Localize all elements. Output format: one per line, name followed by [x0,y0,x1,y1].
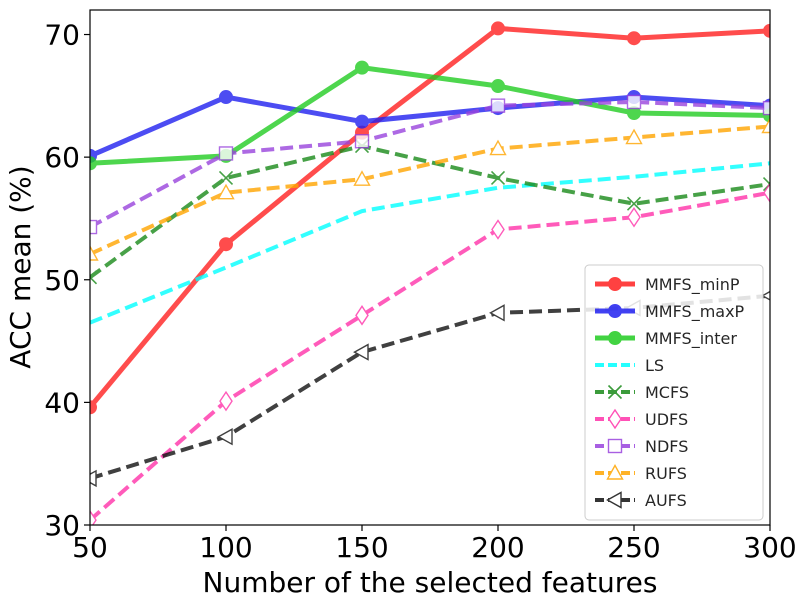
y-tick-label: 40 [44,386,80,419]
data-point-mcfs [90,270,98,285]
y-axis-label: ACC mean (%) [4,165,37,368]
series-line-mmfs-inter [90,65,770,166]
y-tick-label: 70 [44,19,80,52]
legend-item-mmfs-minp: MMFS_minP [595,275,740,295]
legend-marker [608,408,622,430]
data-point-rufs [90,245,99,261]
data-point-mcfs [626,196,642,211]
legend-item-mmfs-inter: MMFS_inter [595,329,737,349]
legend-marker [608,331,622,345]
legend-item-mcfs: MCFS [595,383,689,402]
legend-label: LS [645,356,664,375]
y-tick-label: 30 [44,509,80,542]
legend-item-ndfs: NDFS [595,437,688,456]
series-ls [90,161,770,325]
legend-item-ls: LS [595,356,664,375]
data-point-udfs [763,182,770,203]
legend-marker [607,438,623,454]
x-tick-label: 50 [72,531,108,564]
series-layer [90,21,770,525]
legend-label: MMFS_inter [645,329,737,349]
legend-item-mmfs-maxp: MMFS_maxP [595,302,745,322]
legend-label: AUFS [645,491,687,510]
data-point-ndfs [354,134,370,149]
data-point-mmfs-minp [763,23,770,38]
y-tick-label: 60 [44,141,80,174]
x-tick-label: 150 [335,531,388,564]
data-point-udfs [627,206,641,228]
series-rufs [90,117,770,261]
data-point-rufs [625,128,643,145]
legend-marker [608,277,622,291]
legend-marker [606,464,624,480]
data-point-aufs [761,290,770,301]
legend-item-rufs: RUFS [595,464,687,483]
legend-label: MCFS [645,383,689,402]
legend-label: RUFS [645,464,687,483]
series-ndfs [90,94,770,235]
data-point-udfs [219,390,233,412]
series-aufs [90,290,770,488]
series-line-udfs [90,190,770,522]
data-point-ndfs [218,146,234,161]
x-tick-label: 300 [743,531,796,564]
data-point-mcfs [762,177,770,192]
legend-label: NDFS [645,437,688,456]
data-point-mmfs-maxp [219,90,233,105]
data-point-mmfs-minp [627,31,641,46]
data-point-rufs [217,183,235,200]
x-axis-label: Number of the selected features [203,566,658,599]
legend: MMFS_minP MMFS_maxP MMFS_inter LS MCFS UDFS ND… [584,264,764,521]
data-point-udfs [355,305,369,326]
data-point-ndfs [762,100,770,116]
legend-label: MMFS_minP [645,275,740,295]
data-point-mcfs [218,170,234,186]
y-tick-label: 50 [44,264,80,297]
series-line-aufs [90,293,770,481]
ticks-layer: 50 100 150 200 250 300 30 40 50 60 70 [44,19,796,564]
legend-item-aufs: AUFS [595,491,687,510]
x-tick-label: 200 [471,531,524,564]
legend-marker [606,491,622,509]
legend-item-udfs: UDFS [595,408,688,430]
legend-label: UDFS [645,410,688,429]
data-point-udfs [491,219,505,240]
data-point-aufs [353,343,369,361]
data-point-mmfs-maxp [355,114,369,129]
series-line-mcfs [90,144,770,279]
series-udfs [90,182,770,525]
data-point-rufs [353,170,371,186]
data-point-mmfs-inter [491,79,505,94]
data-point-mmfs-minp [491,21,505,36]
data-point-mmfs-minp [90,400,97,415]
series-line-ndfs [90,99,770,229]
series-line-mmfs-maxp [90,94,770,159]
x-tick-label: 100 [199,531,252,564]
legend-marker [607,384,623,400]
data-point-ndfs [490,98,506,113]
legend-box [584,264,764,521]
data-point-mcfs [490,170,506,186]
data-point-rufs [489,139,507,156]
series-line-rufs [90,124,770,256]
data-point-aufs [90,469,97,488]
data-point-mmfs-minp [219,237,233,252]
data-point-ndfs [90,219,98,235]
data-point-mmfs-inter [355,60,369,75]
data-point-mmfs-inter [90,156,97,171]
x-tick-label: 250 [607,531,660,564]
data-point-udfs [90,509,97,525]
data-point-ndfs [626,94,642,110]
legend-marker [608,304,622,318]
data-point-aufs [489,304,505,322]
series-line-ls [90,161,770,325]
series-line-mmfs-minp [90,25,770,409]
legend-label: MMFS_maxP [645,302,745,322]
data-point-aufs [217,428,233,446]
data-point-rufs [761,117,770,134]
plot-frame [89,9,771,526]
